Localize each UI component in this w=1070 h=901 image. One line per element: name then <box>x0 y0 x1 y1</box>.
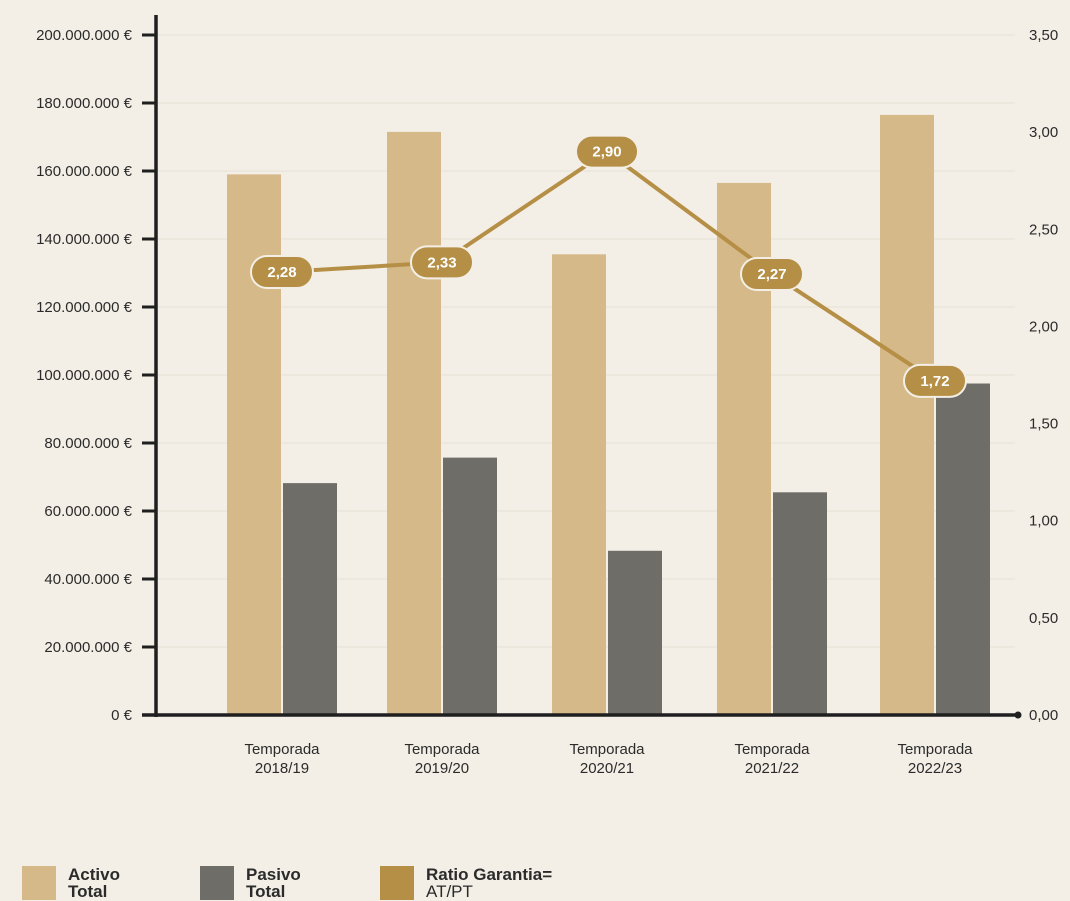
left-tick-label-6: 120.000.000 € <box>36 299 133 316</box>
ratio-pill-0 <box>250 255 314 290</box>
legend-label-pasivo-2: Total <box>246 882 286 901</box>
bar-pasivo-3 <box>773 492 827 715</box>
right-tick-label-2: 1,00 <box>1029 513 1058 530</box>
x-label-4: Temporada 2022/23 <box>897 741 973 777</box>
ratio-pill-2 <box>575 134 639 169</box>
right-tick-label-4: 2,00 <box>1029 318 1058 335</box>
ratio-polyline <box>281 149 937 383</box>
legend-item-ratio: Ratio Garantia= AT/PT <box>380 866 552 900</box>
axes <box>142 15 1022 719</box>
left-tick-label-8: 160.000.000 € <box>36 163 133 180</box>
bar-pasivo-1 <box>443 457 497 715</box>
left-tick-label-1: 20.000.000 € <box>44 639 132 656</box>
legend-label-ratio-1: Ratio Garantia= <box>426 865 553 884</box>
left-tick-label-0: 0 € <box>111 707 133 724</box>
bars <box>227 114 990 716</box>
x-label-line-3-0: Temporada <box>734 741 810 758</box>
right-tick-label-1: 0,50 <box>1029 610 1058 627</box>
x-label-line-2-1: 2020/21 <box>580 760 634 777</box>
x-label-line-0-1: 2018/19 <box>255 760 309 777</box>
x-label-2: Temporada 2020/21 <box>569 741 645 777</box>
x-label-line-4-1: 2022/23 <box>908 760 962 777</box>
left-tick-label-2: 40.000.000 € <box>44 571 132 588</box>
bar-pasivo-2 <box>608 550 662 715</box>
bar-activo-1 <box>387 131 441 715</box>
x-label-line-0-0: Temporada <box>244 741 320 758</box>
left-tick-label-3: 60.000.000 € <box>44 503 132 520</box>
left-tick-label-4: 80.000.000 € <box>44 435 132 452</box>
right-tick-label-5: 2,50 <box>1029 221 1058 238</box>
ratio-label-0: 2,28 <box>267 264 296 281</box>
bar-pasivo-4 <box>936 383 990 715</box>
ratio-pill-1 <box>410 245 474 280</box>
right-tick-label-3: 1,50 <box>1029 416 1058 433</box>
right-tick-label-7: 3,50 <box>1029 27 1058 44</box>
left-tick-label-10: 200.000.000 € <box>36 27 133 44</box>
legend: Activo Total Pasivo Total Ratio Garantia= A… <box>22 866 552 900</box>
left-tick-label-9: 180.000.000 € <box>36 95 133 112</box>
ratio-pill-3 <box>740 256 804 291</box>
right-axis-ticks: 0,00 0,50 1,00 1,50 2,00 2,50 3,00 3,50 <box>1029 27 1058 724</box>
ratio-label-3: 2,27 <box>757 266 786 283</box>
legend-label-activo-1: Activo <box>68 865 120 884</box>
x-label-3: Temporada 2021/22 <box>734 741 810 777</box>
ratio-label-1: 2,33 <box>427 254 456 271</box>
x-label-1: Temporada 2019/20 <box>404 741 480 777</box>
ratio-line: 2,28 2,33 2,90 2,27 1,72 <box>250 134 967 398</box>
ratio-label-4: 1,72 <box>920 373 949 390</box>
x-label-line-2-0: Temporada <box>569 741 645 758</box>
legend-swatch-pasivo <box>200 866 234 900</box>
bar-pasivo-0 <box>283 483 337 715</box>
x-label-line-1-0: Temporada <box>404 741 480 758</box>
legend-swatch-ratio <box>380 866 414 900</box>
ratio-pill-4 <box>903 363 967 398</box>
legend-label-ratio-2: AT/PT <box>426 882 473 901</box>
x-label-line-1-1: 2019/20 <box>415 760 469 777</box>
left-tick-label-5: 100.000.000 € <box>36 367 133 384</box>
legend-swatch-activo <box>22 866 56 900</box>
x-axis-end-dot <box>1014 711 1022 719</box>
x-label-0: Temporada 2018/19 <box>244 741 320 777</box>
right-tick-label-6: 3,00 <box>1029 124 1058 141</box>
bar-activo-4 <box>880 114 934 715</box>
right-tick-label-0: 0,00 <box>1029 707 1058 724</box>
legend-item-pasivo: Pasivo Total <box>200 866 380 900</box>
bar-activo-2 <box>552 254 606 716</box>
legend-item-activo: Activo Total <box>22 866 200 900</box>
left-axis-ticks: 0 € 20.000.000 € 40.000.000 € 60.000.000 € 8… <box>36 27 156 724</box>
combo-chart: 0 € 20.000.000 € 40.000.000 € 60.000.000 € 8… <box>36 15 1058 777</box>
left-tick-label-7: 140.000.000 € <box>36 231 133 248</box>
legend-label-pasivo-1: Pasivo <box>246 865 301 884</box>
x-label-line-3-1: 2021/22 <box>745 760 799 777</box>
legend-label-activo-2: Total <box>68 882 108 901</box>
x-label-line-4-0: Temporada <box>897 741 973 758</box>
ratio-label-2: 2,90 <box>592 144 621 161</box>
